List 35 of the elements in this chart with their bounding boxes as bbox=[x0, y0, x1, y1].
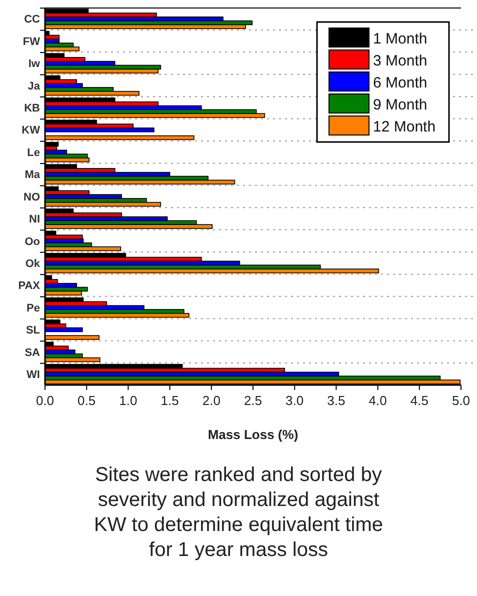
y-tick-label: SL bbox=[26, 324, 40, 337]
text: Sites were ranked and sorted by severity and normalized against KW to determine equivalent time for 1 year mass loss bbox=[94, 464, 384, 561]
y-tick-label: Le bbox=[27, 146, 40, 159]
x-tick-label: 0.0 bbox=[36, 393, 54, 408]
y-tick-label: KW bbox=[22, 124, 41, 137]
x-tick-label: 2.0 bbox=[202, 393, 220, 408]
y-tick-label: CC bbox=[24, 14, 40, 26]
y-tick-label: FW bbox=[22, 36, 41, 48]
y-tick-label: Ja bbox=[28, 80, 41, 92]
x-tick-label: 3.5 bbox=[327, 393, 346, 408]
y-tick-label: Ok bbox=[25, 258, 41, 270]
legend-label: 6 Month bbox=[373, 74, 428, 92]
x-tick-label: 4.5 bbox=[410, 393, 428, 408]
y-tick-label: Pe bbox=[26, 302, 40, 314]
y-tick-label: SA bbox=[24, 346, 40, 359]
y-tick-label: WI bbox=[26, 368, 40, 381]
x-tick-label: 2.5 bbox=[244, 393, 262, 408]
y-tick-label: PAX bbox=[18, 280, 41, 292]
y-tick-label: Ma bbox=[24, 169, 41, 182]
x-tick-label: 1.0 bbox=[119, 393, 138, 408]
y-tick-label: NO bbox=[24, 191, 40, 204]
y-tick-label: Oo bbox=[24, 236, 40, 248]
x-tick-label: 3.0 bbox=[286, 393, 304, 408]
x-tick-label: 5.0 bbox=[452, 393, 470, 408]
legend-label: 9 Month bbox=[373, 96, 428, 114]
x-tick-label: 1.5 bbox=[160, 393, 179, 408]
y-tick-label: Iw bbox=[28, 58, 40, 70]
legend-label: 1 Month bbox=[373, 30, 428, 48]
legend-label: 12 Month bbox=[373, 118, 436, 136]
legend-label: 3 Month bbox=[373, 52, 428, 70]
x-tick-label: 4.0 bbox=[368, 393, 387, 408]
y-tick-label: NI bbox=[29, 214, 40, 226]
x-tick-label: 0.5 bbox=[78, 393, 96, 408]
y-tick-label: KB bbox=[24, 102, 40, 115]
x-axis-title: Mass Loss (%) bbox=[208, 427, 298, 442]
